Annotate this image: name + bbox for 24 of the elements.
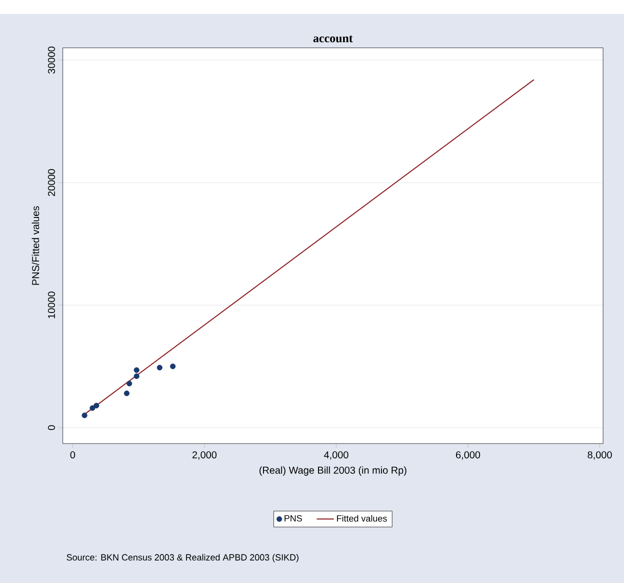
y-tick-label: 0 <box>48 425 56 430</box>
x-tick-label: 8,000 <box>588 451 612 460</box>
source-note: Source: BKN Census 2003 & Realized APBD 2003 (SIKD) <box>66 554 298 562</box>
point <box>82 412 88 418</box>
x-tick-label: 0 <box>70 451 76 458</box>
point <box>94 402 100 408</box>
y-tick-label: 30000 <box>48 46 56 74</box>
y-tick-label: 10000 <box>48 292 56 318</box>
y-axis-title: PNS/Fitted values <box>32 206 40 285</box>
point <box>134 367 140 373</box>
y-tick-label: 20000 <box>48 169 56 196</box>
legend-label: PNS <box>284 515 302 522</box>
chart-title: account <box>313 35 353 42</box>
x-axis-title: (Real) Wage Bill 2003 (in mio Rp) <box>260 466 406 476</box>
x-tick-label: 2,000 <box>192 451 217 460</box>
x-tick-label: 4,000 <box>324 451 348 460</box>
point <box>124 390 130 396</box>
point <box>156 364 162 370</box>
point <box>134 373 140 379</box>
legend-label: Fitted values <box>337 514 387 522</box>
point <box>126 380 132 386</box>
point <box>170 364 176 370</box>
x-tick-label: 6,000 <box>456 451 480 460</box>
point <box>90 405 96 411</box>
